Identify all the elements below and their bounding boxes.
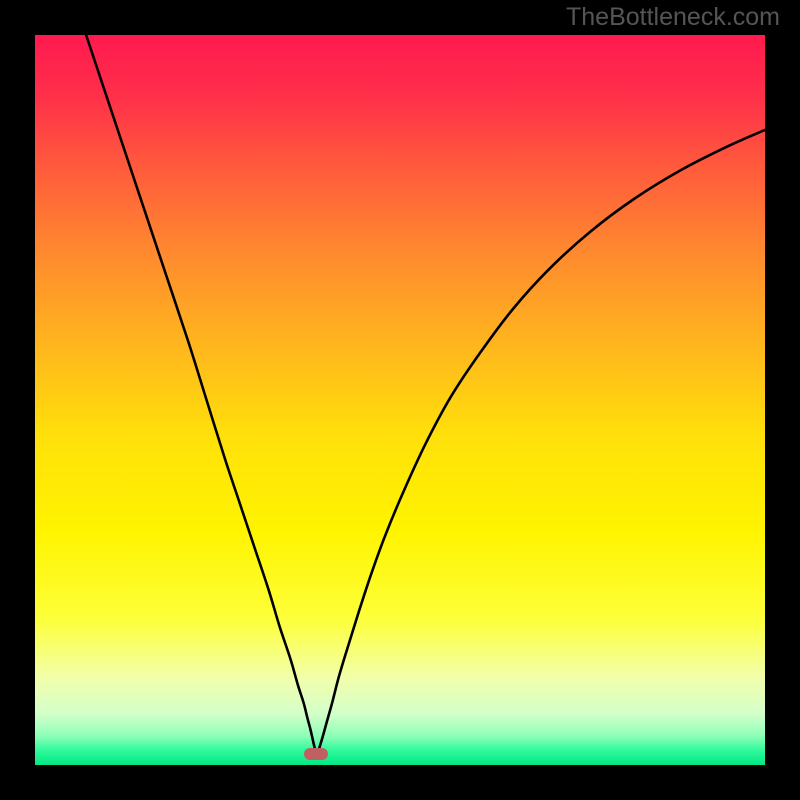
plot-area [35, 35, 765, 765]
outer-frame: TheBottleneck.com [0, 0, 800, 800]
bottleneck-curve [79, 35, 765, 752]
curve-svg [35, 35, 765, 765]
cusp-marker [304, 748, 328, 760]
watermark-text: TheBottleneck.com [566, 3, 780, 32]
